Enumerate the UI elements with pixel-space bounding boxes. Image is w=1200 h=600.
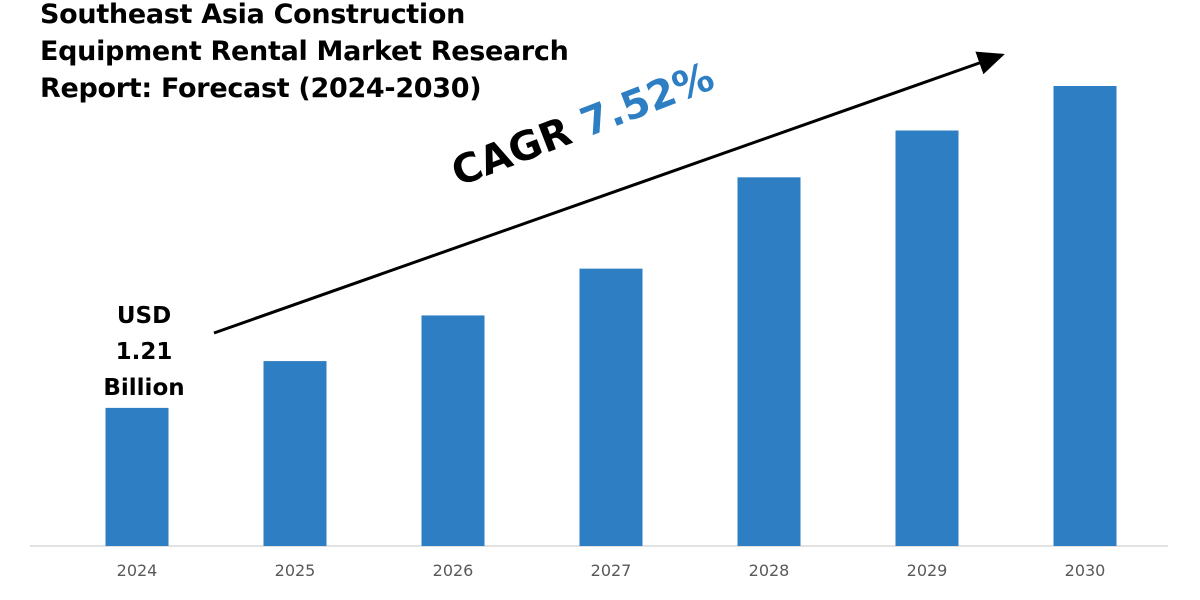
bar-2030 bbox=[1053, 86, 1117, 546]
x-tick-label: 2026 bbox=[433, 561, 474, 580]
x-tick-label: 2029 bbox=[907, 561, 948, 580]
bar-2027 bbox=[579, 268, 643, 546]
bar-2028 bbox=[737, 177, 801, 547]
x-tick-label: 2030 bbox=[1065, 561, 1106, 580]
start-value-annotation: USD 1.21 Billion bbox=[103, 303, 185, 401]
bar-2025 bbox=[263, 361, 327, 546]
x-tick-label: 2027 bbox=[591, 561, 632, 580]
growth-arrow bbox=[213, 51, 1005, 335]
x-tick-label: 2028 bbox=[749, 561, 790, 580]
bar-2026 bbox=[421, 315, 485, 546]
x-tick-label: 2025 bbox=[275, 561, 316, 580]
chart-title: Southeast Asia Construction Equipment Re… bbox=[40, 0, 569, 104]
x-tick-label: 2024 bbox=[117, 561, 158, 580]
bar-2029 bbox=[895, 130, 959, 547]
bar-2024 bbox=[105, 407, 169, 546]
